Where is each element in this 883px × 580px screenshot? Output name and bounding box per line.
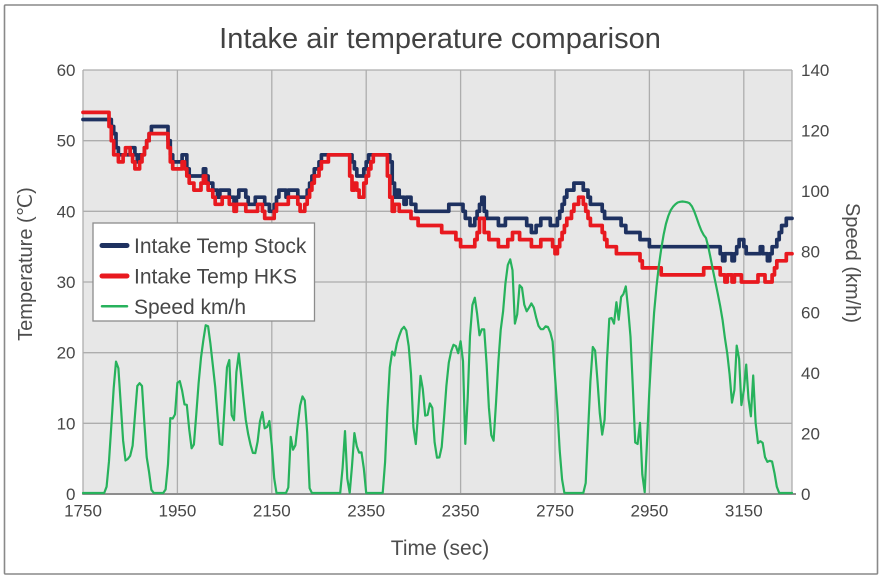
svg-text:2350: 2350 [442,502,480,521]
svg-text:Intake Temp Stock: Intake Temp Stock [134,235,307,258]
svg-text:0: 0 [801,485,810,504]
svg-text:Temperature (℃): Temperature (℃) [15,187,37,341]
svg-text:60: 60 [57,61,76,80]
svg-text:30: 30 [57,273,76,292]
svg-text:50: 50 [57,132,76,151]
svg-text:0: 0 [66,485,75,504]
svg-text:1750: 1750 [64,502,102,521]
svg-text:2350: 2350 [347,502,385,521]
svg-text:120: 120 [801,122,829,141]
svg-text:Intake Temp HKS: Intake Temp HKS [134,266,297,289]
svg-text:140: 140 [801,61,829,80]
svg-text:20: 20 [801,424,820,443]
svg-text:Intake air temperature compari: Intake air temperature comparison [219,23,661,55]
svg-text:2750: 2750 [536,502,574,521]
svg-text:3150: 3150 [725,502,763,521]
svg-text:60: 60 [801,303,820,322]
svg-text:100: 100 [801,182,829,201]
svg-text:20: 20 [57,344,76,363]
svg-text:80: 80 [801,243,820,262]
svg-text:Time (sec): Time (sec) [391,537,489,560]
svg-text:40: 40 [57,202,76,221]
svg-text:2950: 2950 [630,502,668,521]
svg-text:Speed (km/h): Speed (km/h) [841,203,863,323]
svg-text:2150: 2150 [253,502,291,521]
svg-text:40: 40 [801,364,820,383]
svg-text:10: 10 [57,414,76,433]
svg-text:Speed km/h: Speed km/h [134,296,246,319]
svg-text:1950: 1950 [158,502,196,521]
